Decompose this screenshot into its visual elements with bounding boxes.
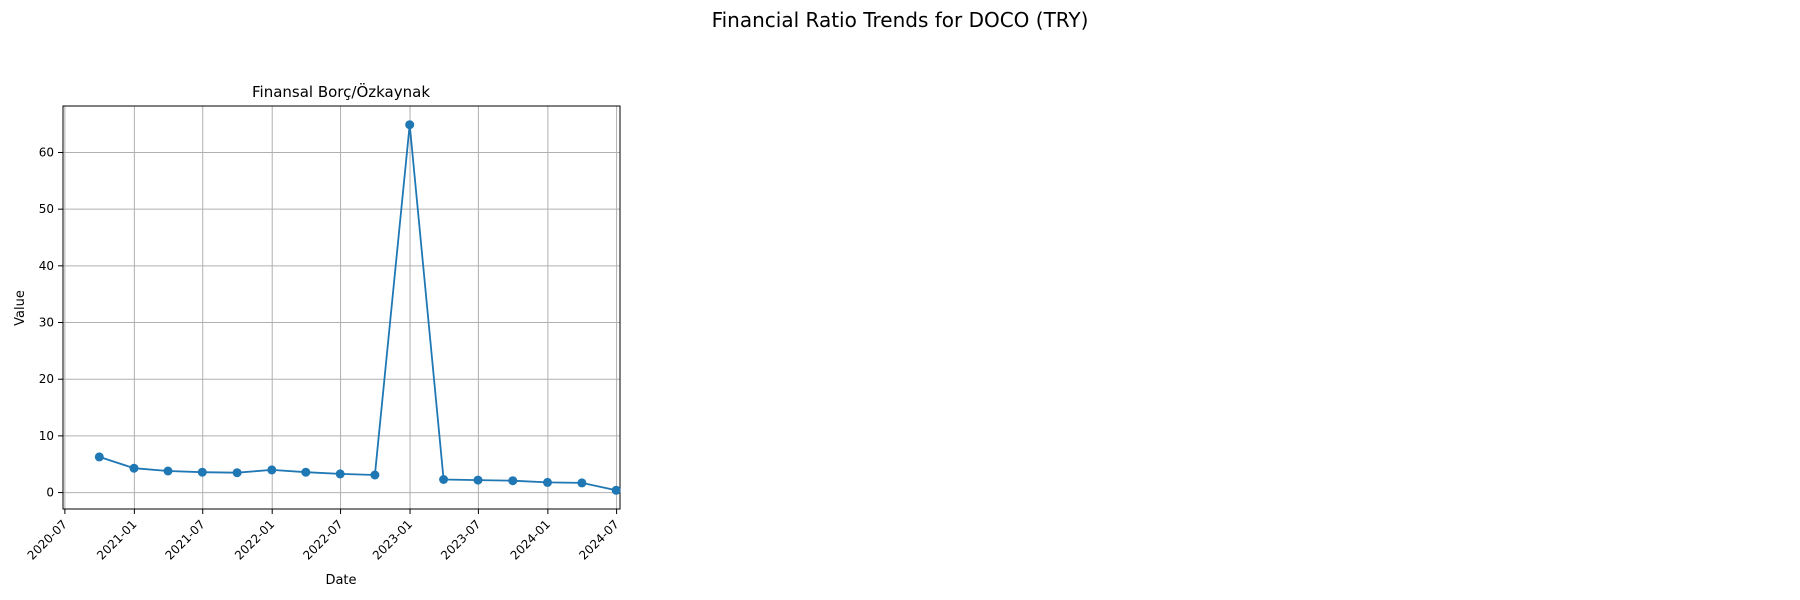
- y-tick-label: 60: [39, 145, 54, 159]
- series-line: [99, 124, 617, 492]
- data-point: [267, 465, 277, 475]
- data-point: [543, 477, 552, 487]
- data-point: [439, 475, 449, 484]
- chart-title: Finansal Borç/Özkaynak: [252, 82, 430, 101]
- x-tick-label: 2020-07: [25, 517, 70, 562]
- y-axis-label: Value: [13, 290, 28, 326]
- data-point: [370, 470, 380, 480]
- y-tick-label: 40: [39, 259, 54, 273]
- x-tick-label: 2024-01: [508, 517, 553, 562]
- y-tick-label: 20: [39, 372, 54, 386]
- x-tick-label: 2022-07: [300, 517, 345, 562]
- data-point: [405, 120, 415, 130]
- x-tick-label: 2021-01: [94, 517, 139, 562]
- data-point: [94, 452, 104, 462]
- x-tick-label: 2023-01: [370, 517, 415, 562]
- x-tick-label: 2023-07: [438, 517, 483, 562]
- grid-lines: [63, 106, 620, 509]
- y-tick-label: 0: [46, 486, 54, 500]
- page-title: Financial Ratio Trends for DOCO (TRY): [711, 8, 1089, 32]
- data-point: [611, 485, 621, 495]
- data-point: [301, 467, 311, 477]
- x-tick-label: 2021-07: [162, 517, 207, 562]
- x-axis: 2020-07 2021-01 2021-07 2022-01 2022-07 2023-…: [25, 509, 622, 563]
- series-layer: [94, 120, 621, 495]
- y-tick-label: 50: [39, 202, 54, 216]
- y-tick-label: 30: [39, 316, 54, 330]
- data-point: [508, 476, 518, 486]
- plot-frame: [62, 105, 621, 510]
- x-tick-label: 2024-07: [576, 517, 621, 562]
- y-axis: 0 10 20 30 40 50 60: [39, 145, 63, 500]
- data-point: [232, 468, 242, 478]
- x-axis-label: Date: [325, 573, 356, 588]
- data-point: [335, 469, 345, 479]
- y-tick-label: 10: [39, 429, 54, 443]
- data-point: [473, 475, 483, 485]
- data-point: [129, 463, 139, 473]
- x-tick-label: 2022-01: [232, 517, 277, 562]
- data-point: [163, 466, 173, 476]
- data-point: [197, 467, 207, 477]
- data-point: [577, 478, 587, 488]
